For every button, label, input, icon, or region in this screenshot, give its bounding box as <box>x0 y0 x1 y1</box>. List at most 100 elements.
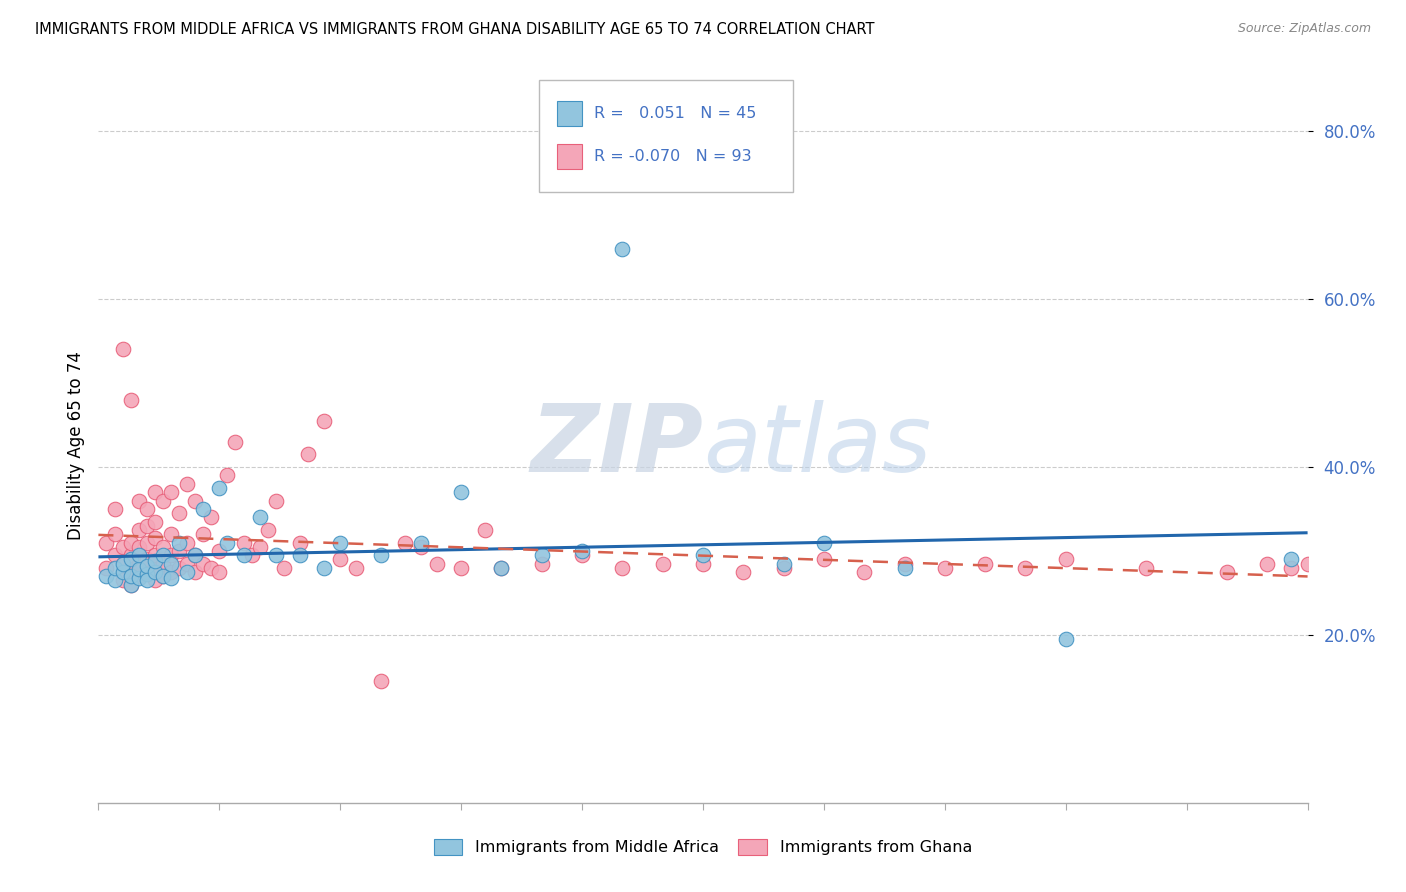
Point <box>160 565 183 579</box>
Point <box>184 548 207 562</box>
Point <box>249 510 271 524</box>
Text: atlas: atlas <box>703 401 931 491</box>
Text: IMMIGRANTS FROM MIDDLE AFRICA VS IMMIGRANTS FROM GHANA DISABILITY AGE 65 TO 74 C: IMMIGRANTS FROM MIDDLE AFRICA VS IMMIGRA… <box>35 22 875 37</box>
Point <box>394 535 416 549</box>
Point <box>143 485 166 500</box>
Point <box>160 571 183 585</box>
Point <box>103 548 125 562</box>
Point <box>934 560 956 574</box>
Point <box>370 674 392 689</box>
Point <box>135 567 157 582</box>
Point <box>1135 560 1157 574</box>
Point <box>120 577 142 591</box>
Point <box>128 571 150 585</box>
Point <box>135 552 157 566</box>
Point <box>111 540 134 554</box>
Point <box>128 523 150 537</box>
Point <box>893 557 915 571</box>
Point <box>530 557 553 571</box>
Point <box>103 574 125 588</box>
Point <box>249 540 271 554</box>
Point <box>651 557 673 571</box>
Point <box>1337 565 1360 579</box>
Text: Source: ZipAtlas.com: Source: ZipAtlas.com <box>1237 22 1371 36</box>
Point <box>1296 557 1319 571</box>
Point <box>1281 560 1303 574</box>
Point <box>530 548 553 562</box>
Point <box>232 548 254 562</box>
Point <box>111 574 134 588</box>
Point <box>128 562 150 576</box>
Point <box>184 548 207 562</box>
Point <box>135 559 157 574</box>
Y-axis label: Disability Age 65 to 74: Disability Age 65 to 74 <box>66 351 84 541</box>
Point <box>103 560 125 574</box>
Point <box>128 557 150 571</box>
Text: ZIP: ZIP <box>530 400 703 492</box>
Point <box>974 557 997 571</box>
Point <box>1256 557 1278 571</box>
Point <box>143 548 166 562</box>
Point <box>143 574 166 588</box>
Point <box>450 485 472 500</box>
Point <box>370 548 392 562</box>
Point <box>426 557 449 571</box>
Point <box>143 560 166 574</box>
Point <box>612 242 634 256</box>
Point <box>193 527 215 541</box>
Point <box>152 548 174 562</box>
Point <box>176 565 198 579</box>
Point <box>692 548 714 562</box>
Point <box>152 557 174 571</box>
Point <box>160 557 183 571</box>
Point <box>120 548 142 562</box>
Point <box>111 557 134 571</box>
Point <box>474 523 496 537</box>
Legend: Immigrants from Middle Africa, Immigrants from Ghana: Immigrants from Middle Africa, Immigrant… <box>433 838 973 855</box>
Point <box>288 548 311 562</box>
Point <box>893 560 915 574</box>
Point <box>135 535 157 549</box>
Point <box>120 552 142 566</box>
Point <box>184 493 207 508</box>
Point <box>813 535 835 549</box>
Point <box>167 544 190 558</box>
Point <box>772 557 794 571</box>
Point <box>692 557 714 571</box>
Point <box>120 569 142 583</box>
Point <box>200 510 222 524</box>
Point <box>571 548 593 562</box>
Point <box>135 502 157 516</box>
Point <box>96 560 118 574</box>
Point <box>176 535 198 549</box>
Point <box>167 535 190 549</box>
Point <box>111 565 134 579</box>
Point <box>217 535 239 549</box>
Point <box>329 535 352 549</box>
Point <box>120 565 142 579</box>
Point <box>135 565 157 579</box>
Point <box>256 523 278 537</box>
Point <box>409 540 432 554</box>
Point <box>853 565 876 579</box>
Point <box>571 544 593 558</box>
Point <box>813 552 835 566</box>
Point <box>128 569 150 583</box>
Point <box>103 502 125 516</box>
Point <box>184 565 207 579</box>
Point <box>288 535 311 549</box>
Point <box>120 577 142 591</box>
Point <box>135 574 157 588</box>
Point <box>612 560 634 574</box>
Point <box>1014 560 1036 574</box>
Point <box>200 560 222 574</box>
Point <box>143 565 166 579</box>
Point <box>208 481 231 495</box>
Point <box>143 515 166 529</box>
Point <box>409 535 432 549</box>
Point <box>193 557 215 571</box>
Point <box>128 548 150 562</box>
Point <box>491 560 513 574</box>
Point <box>120 392 142 407</box>
Point <box>450 560 472 574</box>
